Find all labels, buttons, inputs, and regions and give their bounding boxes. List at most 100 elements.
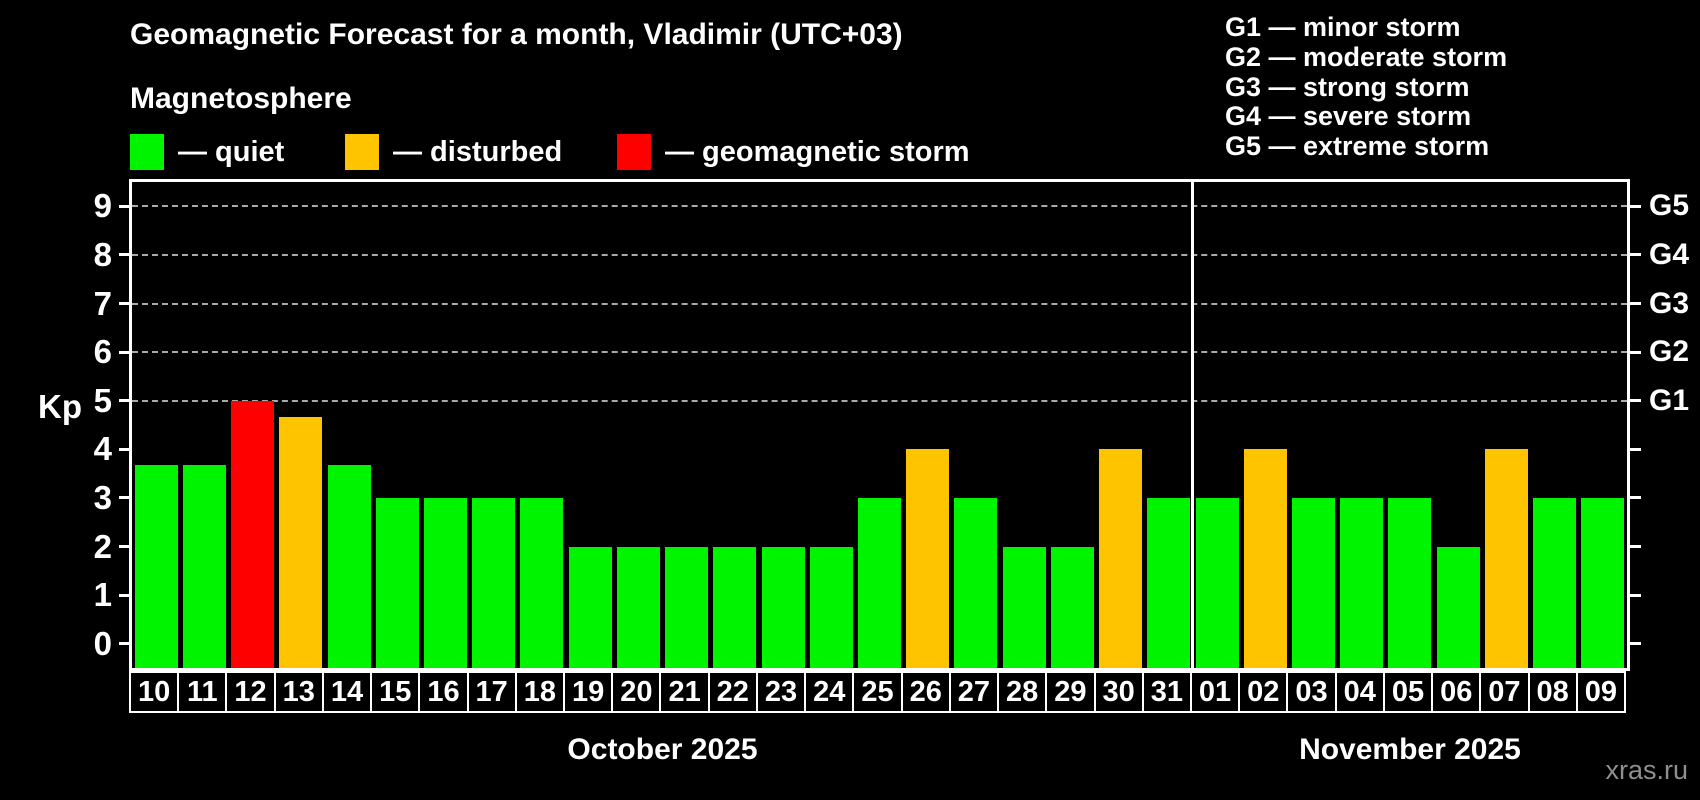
legend-item-storm: — geomagnetic storm xyxy=(617,133,970,171)
day-label-09: 09 xyxy=(1575,671,1626,713)
quiet-color-swatch xyxy=(130,134,164,170)
kp-bar-05 xyxy=(1388,497,1432,668)
g-scale-label-G1: G1 xyxy=(1649,383,1690,417)
legend-item-quiet: — quiet xyxy=(130,133,284,171)
kp-bar-18 xyxy=(520,497,564,668)
y-tick-label-5: 5 xyxy=(93,381,112,419)
kp-bar-23 xyxy=(761,546,805,668)
g-scale-label-G2: G2 xyxy=(1649,335,1690,369)
kp-bar-24 xyxy=(809,546,853,668)
y-tick-label-0: 0 xyxy=(93,624,112,662)
y-tick-label-3: 3 xyxy=(93,478,112,516)
legend-item-disturbed: — disturbed xyxy=(345,133,562,171)
y-tick-label-6: 6 xyxy=(93,333,112,371)
right-tick-9 xyxy=(1630,204,1641,208)
left-tick-7 xyxy=(119,302,129,305)
kp-bar-21 xyxy=(665,546,709,668)
y-tick-label-9: 9 xyxy=(93,187,112,225)
kp-bar-09 xyxy=(1581,497,1625,668)
legend-label-disturbed: — disturbed xyxy=(393,135,563,168)
left-tick-5 xyxy=(119,399,129,403)
day-label-23: 23 xyxy=(755,671,807,713)
kp-bar-11 xyxy=(182,465,226,668)
storm-color-swatch xyxy=(617,134,651,170)
kp-bar-04 xyxy=(1340,497,1384,668)
chart-subtitle: Magnetosphere xyxy=(130,82,352,115)
day-label-26: 26 xyxy=(900,671,951,713)
day-label-21: 21 xyxy=(659,671,710,713)
day-label-18: 18 xyxy=(514,671,566,713)
day-label-10: 10 xyxy=(129,671,180,713)
kp-bar-06 xyxy=(1436,546,1480,668)
day-label-12: 12 xyxy=(225,671,276,713)
storm-scale-legend: G1 — minor storm G2 — moderate storm G3 … xyxy=(1225,12,1507,162)
day-label-06: 06 xyxy=(1431,671,1482,713)
day-label-14: 14 xyxy=(321,671,373,713)
legend-label-quiet: — quiet xyxy=(178,135,285,168)
kp-bar-16 xyxy=(423,497,467,668)
storm-scale-g1: G1 — minor storm xyxy=(1225,12,1461,42)
kp-bar-31 xyxy=(1147,497,1191,668)
day-label-03: 03 xyxy=(1286,671,1337,713)
right-tick-6 xyxy=(1630,350,1641,354)
g-scale-label-G5: G5 xyxy=(1649,189,1690,223)
day-label-04: 04 xyxy=(1334,671,1385,713)
gridline-kp7 xyxy=(132,302,1627,305)
y-axis-label: Kp xyxy=(38,388,82,425)
left-tick-9 xyxy=(119,204,129,208)
day-label-24: 24 xyxy=(804,671,855,713)
kp-bar-10 xyxy=(134,465,178,668)
g-scale-label-G4: G4 xyxy=(1649,237,1690,271)
kp-bar-02 xyxy=(1243,449,1287,668)
y-tick-label-1: 1 xyxy=(93,576,112,614)
left-tick-6 xyxy=(119,350,129,354)
gridline-kp8 xyxy=(132,253,1627,256)
day-label-05: 05 xyxy=(1382,671,1434,713)
left-tick-8 xyxy=(119,253,129,257)
day-label-08: 08 xyxy=(1527,671,1578,713)
day-label-31: 31 xyxy=(1141,671,1192,713)
legend-label-storm: — geomagnetic storm xyxy=(665,135,970,168)
kp-bar-07 xyxy=(1484,449,1528,668)
day-label-17: 17 xyxy=(466,671,517,713)
chart-title: Geomagnetic Forecast for a month, Vladim… xyxy=(130,18,903,51)
day-label-27: 27 xyxy=(948,671,1000,713)
day-label-28: 28 xyxy=(997,671,1048,713)
kp-bar-30 xyxy=(1099,449,1143,668)
day-label-15: 15 xyxy=(370,671,421,713)
right-tick-1 xyxy=(1630,593,1641,597)
day-label-20: 20 xyxy=(611,671,662,713)
month-label-october: October 2025 xyxy=(567,733,758,766)
kp-bar-08 xyxy=(1533,497,1577,668)
storm-scale-g4: G4 — severe storm xyxy=(1225,101,1472,132)
right-tick-7 xyxy=(1630,302,1641,305)
plot-area xyxy=(129,179,1630,671)
left-tick-3 xyxy=(119,496,129,500)
day-label-30: 30 xyxy=(1093,671,1144,713)
right-tick-8 xyxy=(1630,253,1641,257)
kp-bar-27 xyxy=(954,497,998,668)
storm-scale-g5: G5 — extreme storm xyxy=(1225,131,1490,162)
day-label-19: 19 xyxy=(563,671,614,713)
left-tick-1 xyxy=(119,593,129,597)
kp-bar-29 xyxy=(1050,546,1094,668)
y-tick-label-7: 7 xyxy=(93,284,112,322)
kp-bar-26 xyxy=(906,449,950,668)
kp-bar-12 xyxy=(231,400,275,668)
right-tick-3 xyxy=(1630,496,1641,500)
gridline-kp6 xyxy=(132,351,1627,354)
left-tick-4 xyxy=(119,447,129,451)
kp-bar-22 xyxy=(713,546,757,668)
g-scale-label-G3: G3 xyxy=(1649,286,1690,320)
day-label-07: 07 xyxy=(1479,671,1530,713)
day-label-29: 29 xyxy=(1045,671,1096,713)
day-label-02: 02 xyxy=(1238,671,1289,713)
day-label-13: 13 xyxy=(273,671,324,713)
kp-bar-13 xyxy=(279,416,323,668)
right-tick-0 xyxy=(1630,642,1641,646)
storm-scale-g3: G3 — strong storm xyxy=(1225,71,1470,102)
day-label-11: 11 xyxy=(177,671,228,713)
kp-bar-20 xyxy=(616,546,660,668)
kp-bar-28 xyxy=(1002,546,1046,668)
y-tick-label-2: 2 xyxy=(93,527,112,565)
